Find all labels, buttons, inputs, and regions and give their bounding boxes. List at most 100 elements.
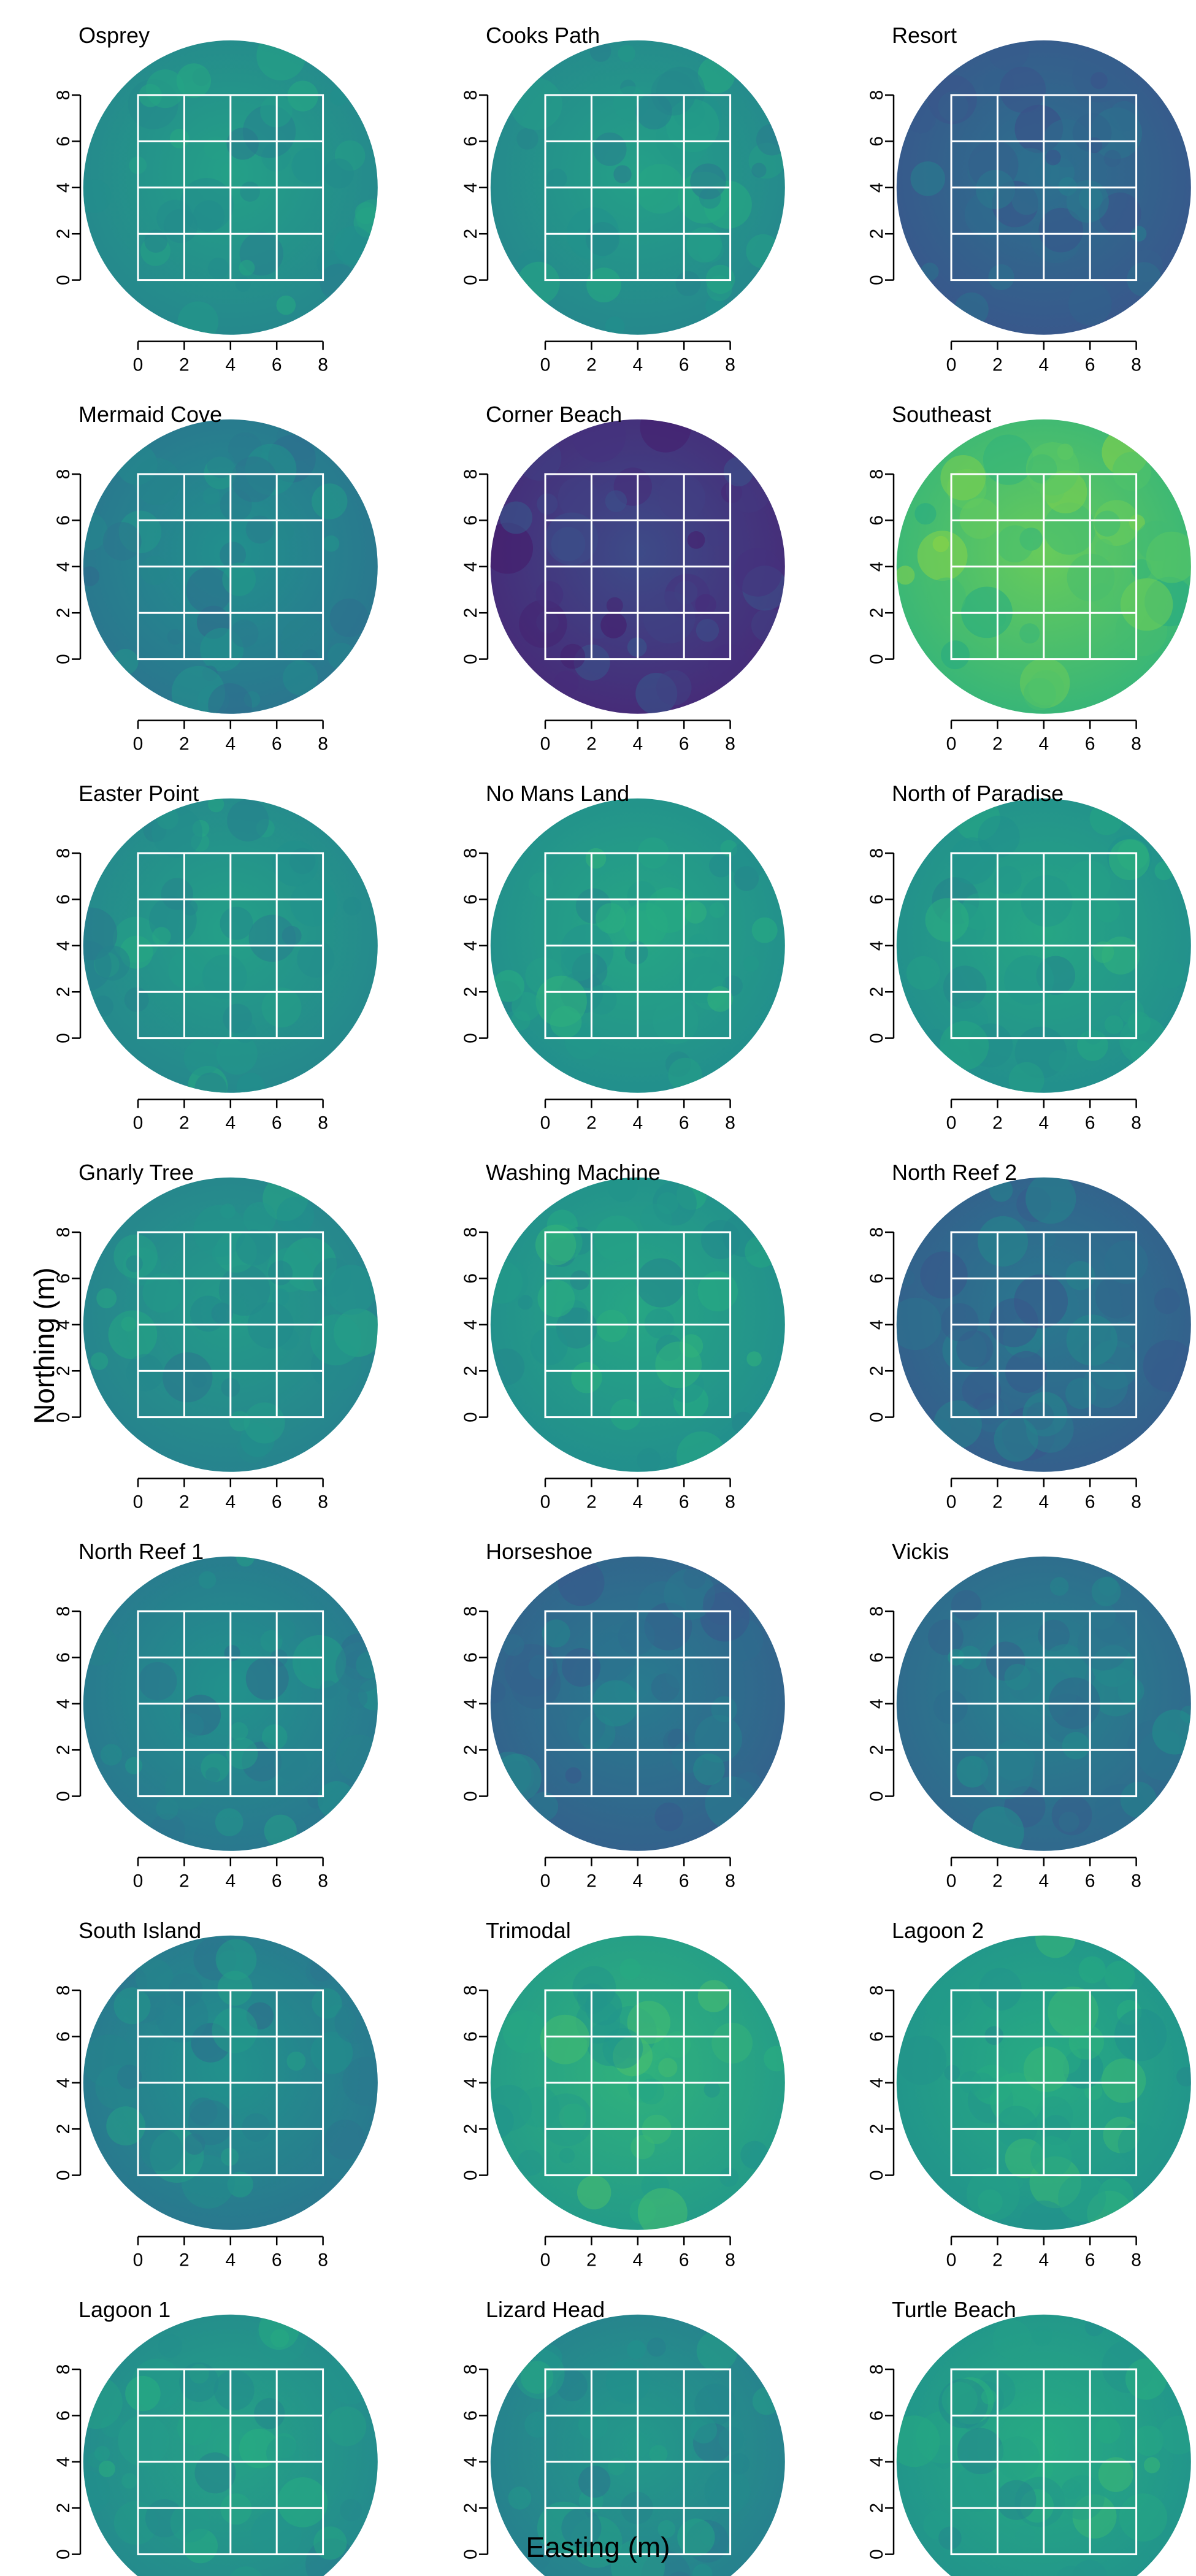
texture-blob	[638, 2078, 665, 2105]
x-tick-label: 0	[540, 2250, 551, 2271]
texture-blob	[490, 1258, 529, 1304]
texture-blob	[236, 1556, 255, 1567]
texture-blob	[290, 880, 337, 927]
texture-blob	[108, 1310, 158, 1360]
texture-blob	[490, 1348, 525, 1386]
texture-blob	[594, 1215, 640, 1262]
texture-blob	[675, 271, 701, 296]
quadrat-grid	[544, 1989, 732, 2177]
texture-blob	[1097, 2177, 1134, 2214]
texture-blob	[969, 2072, 995, 2099]
texture-blob	[999, 66, 1046, 113]
x-tick-label: 4	[1038, 734, 1049, 754]
x-axis	[950, 1098, 1137, 1108]
y-tick-label: 8	[867, 1227, 887, 1238]
y-tick-label: 0	[867, 654, 887, 664]
texture-layer	[896, 2317, 1191, 2576]
x-tick-label: 4	[1038, 355, 1049, 375]
x-tick-label: 8	[318, 355, 328, 375]
texture-blob	[977, 1216, 1029, 1267]
texture-blob	[586, 267, 621, 302]
texture-blob	[728, 2453, 750, 2475]
x-axis	[137, 1478, 324, 1487]
texture-blob	[996, 2436, 1040, 2480]
texture-blob	[566, 1706, 606, 1745]
texture-blob	[927, 1619, 964, 1655]
texture-blob	[690, 163, 726, 200]
y-tick-label: 2	[461, 608, 481, 618]
x-tick-label: 8	[725, 1871, 735, 1892]
x-tick-label: 2	[586, 1871, 597, 1892]
texture-blob	[516, 128, 539, 150]
x-tick-label: 0	[540, 1113, 551, 1133]
y-axis	[479, 2368, 489, 2555]
texture-blob	[188, 2100, 234, 2145]
texture-blob	[245, 1657, 289, 1700]
x-tick-label: 6	[272, 1113, 282, 1133]
y-tick-label: 8	[867, 469, 887, 480]
x-tick-label: 4	[225, 1492, 236, 1512]
panel: Washing Machine 0 2 4 6 8 0 2 4 6 8	[461, 1160, 785, 1512]
panel-title: No Mans Land	[486, 781, 629, 806]
y-tick-label: 4	[867, 561, 887, 572]
texture-blob	[258, 2314, 299, 2350]
texture-blob	[646, 2337, 666, 2357]
texture-blob	[917, 531, 968, 581]
y-tick-label: 8	[461, 469, 481, 480]
texture-blob	[1143, 1340, 1191, 1392]
quadrat-grid	[950, 94, 1138, 282]
texture-blob	[613, 165, 632, 183]
quadrat-grid	[950, 852, 1138, 1040]
texture-blob	[764, 2045, 785, 2072]
texture-blob	[92, 995, 114, 1017]
quadrat-grid	[950, 1989, 1138, 2177]
texture-blob	[578, 2466, 611, 2498]
texture-blob	[606, 597, 623, 614]
y-tick-label: 0	[867, 1412, 887, 1422]
y-tick-label: 6	[461, 2410, 481, 2421]
texture-blob	[740, 2141, 769, 2169]
texture-blob	[1078, 1956, 1106, 1984]
texture-blob	[981, 2389, 997, 2405]
y-axis	[72, 852, 82, 1039]
texture-blob	[1048, 1050, 1070, 1072]
y-tick-label: 2	[53, 1366, 74, 1376]
texture-blob	[83, 566, 100, 586]
y-tick-label: 8	[53, 1227, 74, 1238]
texture-blob	[983, 434, 1033, 485]
texture-blob	[297, 940, 335, 978]
panel: Lizard Head0246802468	[461, 2297, 785, 2576]
y-tick-label: 0	[461, 654, 481, 664]
texture-blob	[83, 1625, 118, 1666]
texture-blob	[703, 2081, 721, 2098]
y-tick-label: 8	[53, 469, 74, 480]
texture-blob	[1023, 2046, 1070, 2092]
texture-blob	[186, 567, 232, 613]
texture-blob	[528, 1654, 554, 1680]
texture-blob	[276, 295, 296, 315]
texture-blob	[204, 136, 228, 160]
x-axis	[950, 340, 1137, 350]
y-axis	[479, 1231, 489, 1418]
texture-blob	[213, 2370, 255, 2411]
texture-blob	[954, 2465, 1001, 2512]
texture-blob	[121, 2473, 137, 2489]
quadrat-grid	[950, 473, 1138, 661]
texture-blob	[585, 222, 620, 256]
texture-blob	[124, 987, 149, 1012]
texture-blob	[897, 1269, 915, 1287]
texture-blob	[1038, 207, 1083, 253]
y-tick-label: 2	[53, 2503, 74, 2513]
x-tick-label: 8	[1131, 734, 1141, 754]
texture-blob	[334, 2002, 377, 2044]
texture-blob	[326, 2353, 377, 2404]
texture-blob	[593, 132, 627, 166]
texture-blob	[1091, 72, 1108, 90]
y-tick-label: 8	[461, 848, 481, 859]
texture-blob	[524, 2412, 551, 2438]
y-tick-label: 2	[461, 2124, 481, 2134]
y-axis	[72, 2368, 82, 2555]
panel-title: Resort	[892, 23, 957, 48]
